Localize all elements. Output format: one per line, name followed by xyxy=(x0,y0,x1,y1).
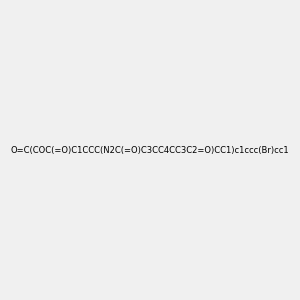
Text: O=C(COC(=O)C1CCC(N2C(=O)C3CC4CC3C2=O)CC1)c1ccc(Br)cc1: O=C(COC(=O)C1CCC(N2C(=O)C3CC4CC3C2=O)CC1… xyxy=(11,146,289,154)
